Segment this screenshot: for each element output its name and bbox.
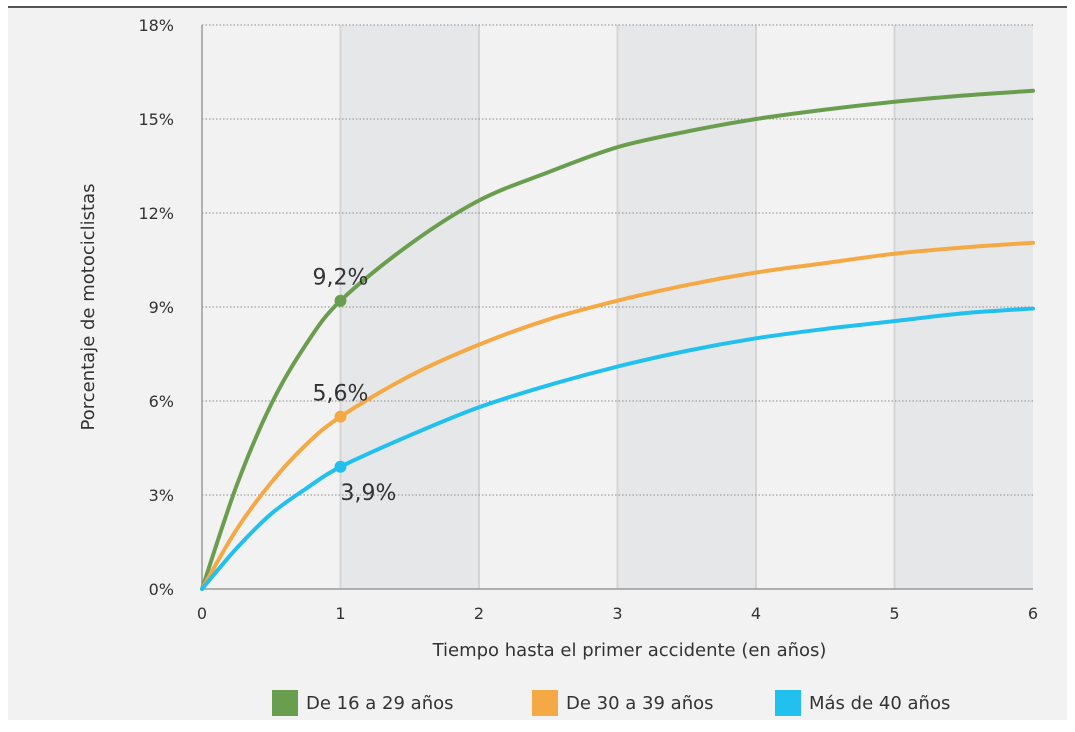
legend-item-series-1: De 16 a 29 años bbox=[272, 690, 454, 716]
legend-swatch-series-2 bbox=[532, 690, 558, 716]
y-tick-label: 15% bbox=[138, 110, 174, 129]
plot-band bbox=[894, 25, 1033, 589]
x-tick-label: 4 bbox=[751, 604, 761, 623]
data-label: 9,2% bbox=[313, 266, 369, 291]
legend-item-series-2: De 30 a 39 años bbox=[532, 690, 714, 716]
legend-label-series-1: De 16 a 29 años bbox=[306, 692, 454, 714]
legend-label-series-3: Más de 40 años bbox=[809, 692, 951, 714]
x-tick-label: 2 bbox=[474, 604, 484, 623]
legend-swatch-series-3 bbox=[775, 690, 801, 716]
series-line-1 bbox=[200, 88, 1035, 591]
x-tick-label: 6 bbox=[1028, 604, 1038, 623]
data-point-marker-3 bbox=[334, 460, 347, 473]
x-tick-label: 0 bbox=[197, 604, 207, 623]
legend-label-series-2: De 30 a 39 años bbox=[566, 692, 714, 714]
data-label: 3,9% bbox=[341, 481, 397, 506]
data-point-marker-2 bbox=[334, 410, 347, 423]
x-tick-label: 1 bbox=[335, 604, 345, 623]
data-label: 5,6% bbox=[313, 382, 369, 407]
legend-swatch-series-1 bbox=[272, 690, 298, 716]
y-tick-label: 12% bbox=[138, 204, 174, 223]
x-axis-title: Tiempo hasta el primer accidente (en año… bbox=[432, 640, 827, 661]
y-axis-title: Porcentaje de motociclistas bbox=[78, 184, 99, 431]
series-line-3 bbox=[200, 306, 1035, 591]
y-tick-label: 18% bbox=[138, 16, 174, 35]
y-tick-label: 9% bbox=[149, 298, 174, 317]
y-tick-label: 0% bbox=[149, 580, 174, 599]
x-tick-label: 3 bbox=[612, 604, 622, 623]
data-point-marker-1 bbox=[334, 294, 347, 307]
plot-band bbox=[202, 25, 341, 589]
line-chart: 0% 3% 6% 9% 12% 15% 18% 0 1 2 3 4 5 6 Tiempo hasta el … bbox=[78, 16, 1038, 661]
chart-panel: 0% 3% 6% 9% 12% 15% 18% 0 1 2 3 4 5 6 Tiempo hasta el … bbox=[8, 6, 1067, 720]
y-tick-label: 6% bbox=[149, 392, 174, 411]
series-line-2 bbox=[200, 240, 1035, 591]
x-tick-label: 5 bbox=[889, 604, 899, 623]
y-tick-label: 3% bbox=[149, 486, 174, 505]
legend-item-series-3: Más de 40 años bbox=[775, 690, 950, 716]
